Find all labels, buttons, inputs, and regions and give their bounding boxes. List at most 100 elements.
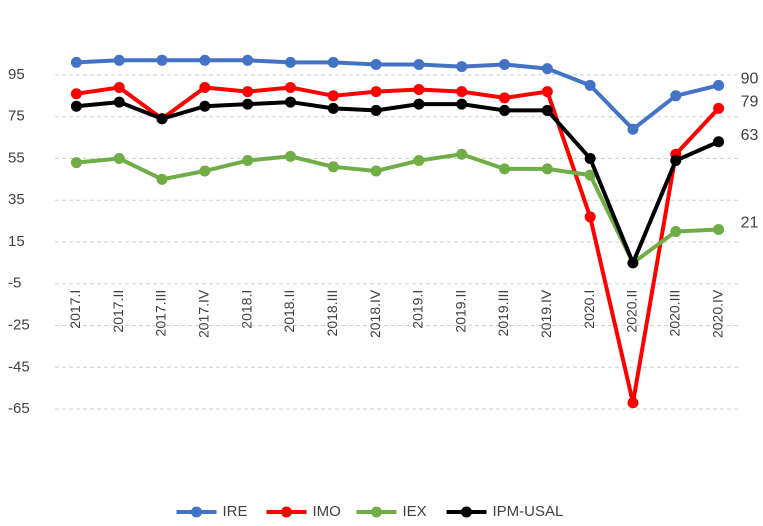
data-point — [284, 150, 296, 162]
y-tick-label: -25 — [8, 316, 30, 333]
data-point — [541, 86, 553, 98]
data-point — [541, 63, 553, 75]
data-point — [242, 54, 254, 66]
x-tick-label: 2020.III — [666, 290, 682, 337]
data-point — [199, 100, 211, 112]
data-point — [70, 88, 82, 100]
data-point — [584, 211, 596, 223]
x-tick-label: 2020.IV — [709, 289, 725, 338]
data-point — [584, 79, 596, 91]
data-point — [456, 98, 468, 110]
series-line — [76, 58, 720, 132]
legend-marker — [461, 506, 472, 518]
y-tick-label: 35 — [8, 191, 25, 208]
data-point — [499, 104, 511, 116]
data-point — [584, 152, 596, 164]
x-tick-label: 2019.I — [410, 290, 426, 329]
x-tick-label: 2019.IV — [538, 289, 554, 338]
data-point — [456, 86, 468, 98]
data-point — [584, 169, 596, 181]
data-point — [199, 165, 211, 177]
x-tick-label: 2020.I — [581, 290, 597, 329]
data-label: 63 — [741, 127, 759, 144]
data-point — [156, 173, 168, 185]
data-point — [242, 86, 254, 98]
data-point — [327, 90, 339, 102]
series-line — [76, 85, 721, 405]
data-point — [70, 56, 82, 68]
data-point — [713, 223, 725, 235]
x-tick-label: 2018.IV — [367, 289, 383, 338]
data-point — [113, 96, 125, 108]
x-tick-label: 2017.III — [153, 290, 169, 337]
x-tick-label: 2017.IV — [196, 289, 212, 338]
data-label: 79 — [741, 94, 759, 111]
legend-label: IPM-USAL — [493, 503, 564, 520]
x-tick-label: 2017.II — [110, 290, 126, 333]
data-point — [456, 61, 468, 73]
data-point — [627, 397, 639, 409]
legend-label: IMO — [313, 503, 341, 520]
data-point — [413, 84, 425, 96]
data-point — [242, 98, 254, 110]
x-tick-label: 2020.II — [624, 290, 640, 333]
data-point — [199, 81, 211, 93]
data-point — [413, 98, 425, 110]
y-tick-label: -5 — [8, 275, 21, 292]
data-point — [242, 155, 254, 167]
y-tick-label: -65 — [8, 400, 30, 417]
x-tick-label: 2018.I — [238, 290, 254, 329]
data-point — [413, 58, 425, 70]
data-point — [670, 226, 682, 238]
data-point — [327, 161, 339, 173]
data-point — [713, 136, 725, 148]
x-tick-label: 2018.II — [281, 290, 297, 333]
series-line — [76, 152, 719, 265]
data-point — [499, 58, 511, 70]
data-point — [284, 81, 296, 93]
x-tick-label: 2019.III — [495, 290, 511, 337]
data-point — [370, 58, 382, 70]
y-tick-label: 95 — [8, 66, 25, 83]
y-tick-label: 55 — [8, 149, 25, 166]
data-point — [713, 79, 725, 91]
x-tick-label: 2017.I — [67, 290, 83, 329]
data-point — [199, 54, 211, 66]
data-point — [156, 113, 168, 125]
data-point — [370, 86, 382, 98]
data-point — [284, 56, 296, 68]
data-label: 21 — [741, 215, 759, 232]
series-line — [76, 100, 720, 265]
legend-marker — [371, 506, 382, 518]
x-tick-label: 2019.II — [452, 290, 468, 333]
legend-marker — [191, 506, 202, 518]
data-point — [541, 163, 553, 175]
data-point — [113, 54, 125, 66]
y-tick-label: 75 — [8, 108, 25, 125]
data-point — [370, 165, 382, 177]
data-point — [284, 96, 296, 108]
data-point — [370, 104, 382, 116]
data-point — [327, 102, 339, 114]
data-point — [456, 148, 468, 160]
legend-marker — [281, 506, 292, 518]
data-point — [627, 123, 639, 135]
data-point — [70, 100, 82, 112]
data-point — [113, 81, 125, 93]
y-tick-label: -45 — [8, 358, 30, 375]
legend-label: IEX — [403, 503, 427, 520]
data-point — [541, 104, 553, 116]
data-point — [70, 157, 82, 169]
data-point — [413, 155, 425, 167]
data-point — [499, 92, 511, 104]
y-tick-label: 15 — [8, 233, 25, 250]
x-tick-label: 2018.III — [324, 290, 340, 337]
data-point — [627, 257, 639, 269]
data-point — [713, 102, 725, 114]
data-label: 90 — [741, 71, 759, 88]
data-point — [499, 163, 511, 175]
legend-label: IRE — [223, 503, 248, 520]
data-point — [113, 152, 125, 164]
data-point — [670, 155, 682, 167]
